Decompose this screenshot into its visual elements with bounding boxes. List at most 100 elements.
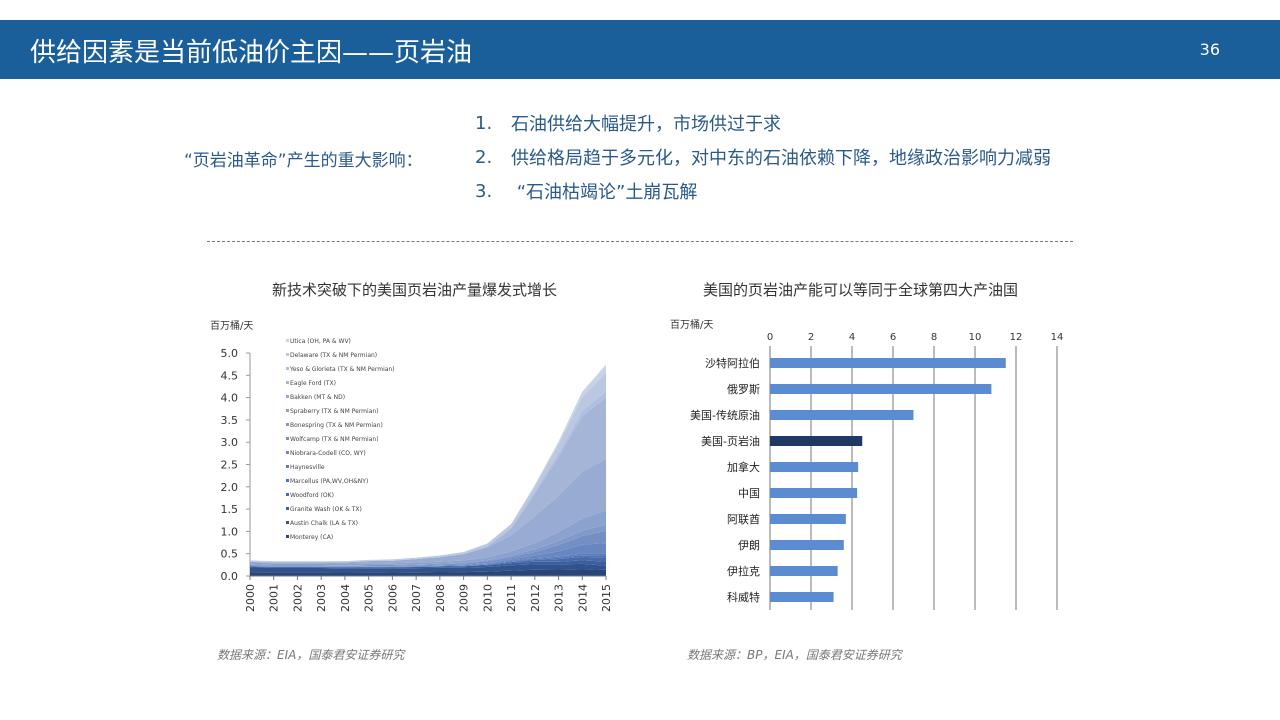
impact-item: 3. “石油枯竭论”土崩瓦解	[475, 174, 1051, 208]
area-series	[250, 569, 606, 576]
x-tick-label: 2000	[244, 584, 257, 612]
category-label: 美国-传统原油	[690, 408, 760, 422]
legend-swatch	[286, 521, 289, 524]
bar	[770, 540, 844, 550]
legend-swatch	[286, 437, 289, 440]
impact-item: 2. 供给格局趋于多元化，对中东的石油依赖下降，地缘政治影响力减弱	[475, 140, 1051, 174]
oil-producer-bar-chart: 百万桶/天 0 2 4 6 8 10 12 14 沙特阿拉伯俄罗斯美国-传统原油美国-页岩油加拿大…	[670, 318, 1064, 610]
category-label: 科威特	[727, 590, 760, 604]
category-label: 阿联酋	[727, 512, 760, 526]
area-series	[250, 510, 606, 566]
impact-list: 1. 石油供给大幅提升，市场供过于求 2. 供给格局趋于多元化，对中东的石油依赖…	[475, 106, 1051, 208]
legend-swatch	[286, 409, 289, 412]
category-label: 美国-页岩油	[701, 434, 760, 448]
x-tick-label: 2010	[481, 584, 494, 612]
category-label: 中国	[738, 487, 760, 500]
legend-swatch	[286, 451, 289, 454]
bar	[770, 462, 859, 472]
legend-swatch	[286, 353, 289, 356]
area-series	[250, 563, 606, 573]
legend-entry: Yeso & Glorieta (TX & NM Permian)	[289, 366, 395, 373]
legend-entry: Woodford (OK)	[290, 492, 334, 499]
y-tick-label: 2.5	[221, 459, 239, 472]
legend-entry: Bonespring (TX & NM Permian)	[290, 422, 383, 429]
x-tick-label: 12	[1010, 332, 1023, 343]
impact-item: 1. 石油供给大幅提升，市场供过于求	[475, 106, 1051, 140]
area-series	[250, 459, 606, 564]
legend-entry: Niobrara-Codell (CO, WY)	[290, 450, 366, 457]
area-series	[250, 372, 606, 563]
legend-entry: Marcellus (PA,WV,OH&NY)	[290, 478, 368, 485]
x-tick-label: 2004	[339, 584, 352, 612]
x-tick-label: 2006	[386, 584, 399, 612]
legend-entry: Monterey (CA)	[290, 534, 333, 541]
x-tick-label: 2005	[363, 584, 376, 612]
legend-entry: Austin Chalk (LA & TX)	[290, 520, 358, 527]
legend-swatch	[286, 367, 289, 370]
x-tick-label: 2008	[434, 584, 447, 612]
y-tick-label: 1.5	[221, 503, 239, 516]
impact-number: 1.	[475, 112, 493, 134]
impact-number: 2.	[475, 146, 493, 168]
x-tick-label: 0	[767, 332, 773, 343]
area-series	[250, 397, 606, 563]
y-tick-label: 3.5	[221, 414, 239, 427]
legend-swatch	[286, 465, 289, 468]
legend-swatch	[286, 479, 289, 482]
section-divider	[207, 241, 1073, 242]
category-label: 伊拉克	[727, 564, 760, 578]
y-tick-label: 1.0	[221, 525, 239, 538]
category-label: 俄罗斯	[727, 383, 760, 396]
x-tick-label: 2002	[291, 584, 304, 612]
y-tick-label: 0.0	[221, 570, 239, 583]
impact-number: 3.	[475, 180, 493, 202]
legend-swatch	[286, 535, 289, 538]
legend-entry: Utica (OH, PA & WV)	[290, 338, 351, 345]
impact-text: “石油枯竭论”土崩瓦解	[511, 182, 698, 203]
bar	[770, 436, 863, 446]
y-tick-label: 0.5	[221, 548, 239, 561]
x-tick-label: 2012	[529, 584, 542, 612]
x-tick-label: 2001	[268, 584, 281, 612]
y-tick-label: 4.0	[221, 392, 239, 405]
y-tick-label: 4.5	[221, 369, 239, 382]
bar	[770, 488, 858, 498]
impact-text: 石油供给大幅提升，市场供过于求	[511, 114, 781, 135]
slide-title: 供给因素是当前低油价主因——页岩油	[30, 38, 473, 68]
x-tick-label: 14	[1051, 332, 1064, 343]
area-series	[250, 530, 606, 567]
right-source-note: 数据来源：BP，EIA，国泰君安证券研究	[687, 648, 902, 662]
area-series	[250, 560, 606, 569]
x-tick-label: 10	[969, 332, 982, 343]
category-label: 沙特阿拉伯	[705, 356, 760, 370]
x-tick-label: 2	[808, 332, 814, 343]
bar	[770, 566, 838, 576]
x-tick-label: 8	[931, 332, 937, 343]
x-tick-label: 2007	[410, 584, 423, 612]
y-axis-label: 百万桶/天	[670, 318, 713, 331]
x-tick-label: 6	[890, 332, 896, 343]
area-series	[250, 524, 606, 566]
shale-production-area-chart: 百万桶/天 0.0 0.5 1.0 1.5 2.0 2.5 3.0 3.5 4.0 4.5 5.0 20…	[210, 319, 613, 612]
bar	[770, 514, 846, 524]
y-axis-label: 百万桶/天	[210, 319, 253, 332]
x-tick-label: 2003	[315, 584, 328, 612]
bar	[770, 384, 992, 394]
header-bar: 供给因素是当前低油价主因——页岩油 36	[0, 20, 1280, 79]
legend-entry: Delaware (TX & NM Permian)	[290, 352, 377, 359]
x-tick-label: 2013	[553, 584, 566, 612]
legend-swatch	[286, 493, 289, 496]
category-label: 加拿大	[727, 460, 760, 474]
category-label: 伊朗	[738, 539, 760, 552]
bar	[770, 410, 914, 420]
bar	[770, 592, 834, 602]
legend-swatch	[286, 381, 289, 384]
y-tick-label: 2.0	[221, 481, 239, 494]
legend-swatch	[286, 423, 289, 426]
impact-text: 供给格局趋于多元化，对中东的石油依赖下降，地缘政治影响力减弱	[511, 148, 1051, 169]
y-tick-label: 5.0	[221, 347, 239, 360]
legend-entry: Granite Wash (OK & TX)	[290, 506, 362, 513]
x-tick-label: 2015	[600, 584, 613, 612]
left-source-note: 数据来源：EIA，国泰君安证券研究	[217, 648, 405, 662]
x-tick-label: 2009	[458, 584, 471, 612]
